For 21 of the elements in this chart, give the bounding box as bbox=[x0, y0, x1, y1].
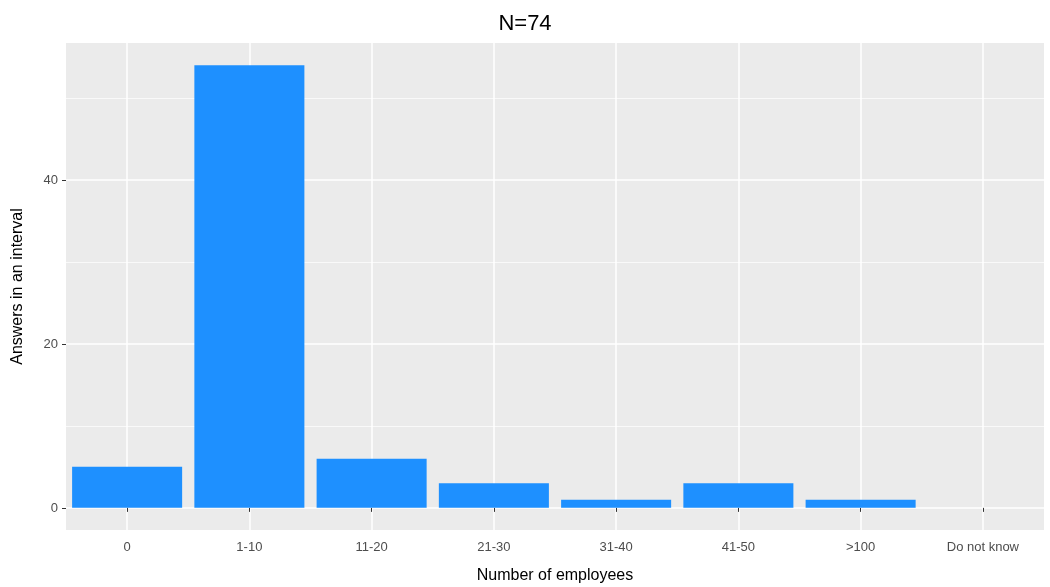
x-tick-label: 1-10 bbox=[236, 539, 263, 554]
x-tick-label: 11-20 bbox=[355, 539, 388, 554]
bar bbox=[316, 458, 427, 508]
x-tick-label: 31-40 bbox=[599, 539, 633, 554]
x-tick-label: 21-30 bbox=[477, 539, 511, 554]
x-tick-label: Do not know bbox=[946, 539, 1020, 554]
y-tick-label: 20 bbox=[43, 336, 58, 352]
y-tick-label: 40 bbox=[43, 172, 58, 188]
bar bbox=[683, 483, 794, 508]
chart-title: N=74 bbox=[498, 9, 552, 35]
bar bbox=[72, 466, 183, 508]
bar bbox=[194, 65, 305, 508]
x-tick-label: 0 bbox=[123, 539, 131, 554]
bar bbox=[805, 499, 916, 508]
x-axis-title: Number of employees bbox=[476, 565, 634, 583]
x-tick-label: >100 bbox=[845, 539, 876, 554]
bar bbox=[438, 483, 549, 508]
y-axis-title: Answers in an interval bbox=[7, 208, 25, 365]
x-tick-label: 41-50 bbox=[721, 539, 755, 554]
y-tick-label: 0 bbox=[50, 500, 58, 516]
bar bbox=[561, 499, 672, 508]
